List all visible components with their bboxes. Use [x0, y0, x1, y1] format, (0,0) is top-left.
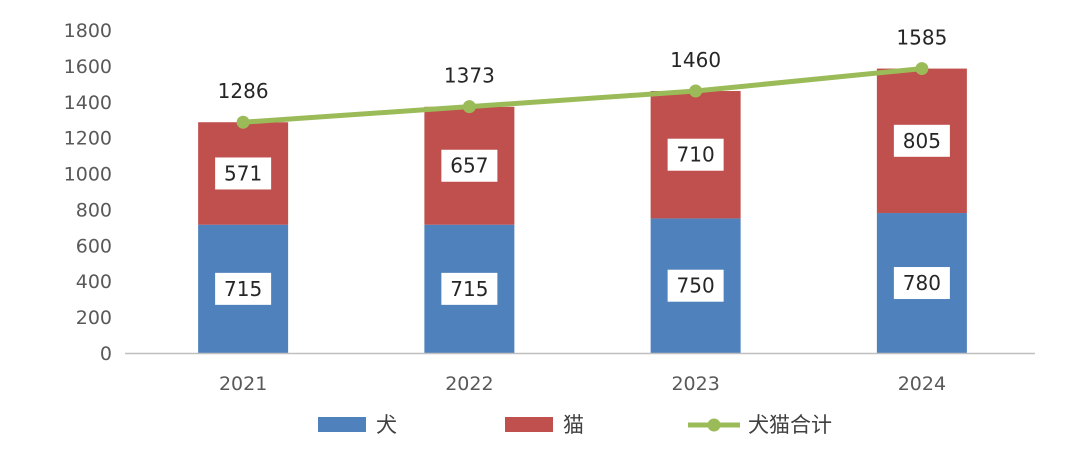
- x-tick-label: 2021: [219, 373, 267, 395]
- legend-label: 犬猫合计: [748, 413, 832, 437]
- data-label: 715: [450, 277, 488, 301]
- y-tick-label: 600: [76, 235, 112, 257]
- data-label-box: [215, 272, 272, 305]
- y-tick-label: 1000: [64, 164, 112, 186]
- legend-swatch: [505, 417, 553, 432]
- data-label-box: [441, 272, 498, 305]
- bars: [198, 68, 967, 353]
- x-tick-label: 2024: [898, 373, 946, 395]
- x-tick-label: 2022: [445, 373, 493, 395]
- data-label-box: [893, 124, 950, 157]
- data-label: 571: [224, 161, 262, 185]
- data-label-box: [441, 149, 498, 182]
- x-tick-label: 2023: [671, 373, 719, 395]
- y-tick-label: 200: [76, 307, 112, 329]
- legend-swatch: [318, 417, 366, 432]
- legend: 犬 猫 犬猫合计: [318, 413, 832, 437]
- data-label: 750: [677, 274, 715, 298]
- total-point: [915, 62, 929, 76]
- data-label: 780: [903, 271, 941, 295]
- legend-label: 犬: [376, 413, 397, 437]
- total-point: [462, 100, 476, 114]
- y-tick-label: 1400: [64, 92, 112, 114]
- data-label: 715: [224, 277, 262, 301]
- data-label: 710: [677, 143, 715, 167]
- legend-marker: [707, 418, 721, 432]
- y-axis-ticks: 0 200 400 600 800 1000 1200 1400 1600 1800: [64, 20, 112, 365]
- y-tick-label: 1200: [64, 128, 112, 150]
- total-label: 1460: [670, 48, 721, 72]
- y-tick-label: 800: [76, 199, 112, 221]
- y-tick-label: 1600: [64, 56, 112, 78]
- data-label-box: [893, 267, 950, 300]
- total-point: [236, 115, 250, 129]
- total-line-series: 1286 1373 1460 1585: [218, 26, 947, 129]
- total-point: [689, 84, 703, 98]
- total-label: 1585: [896, 26, 947, 50]
- legend-label: 猫: [563, 413, 584, 437]
- y-tick-label: 400: [76, 271, 112, 293]
- data-label: 657: [450, 154, 488, 178]
- data-label-box: [667, 138, 724, 171]
- bar-data-labels: 715 571 715 657 750 710 780 805: [215, 124, 950, 305]
- total-line: [240, 66, 925, 125]
- data-label-box: [215, 157, 272, 190]
- y-tick-label: 0: [100, 343, 112, 365]
- x-axis-ticks: 2021 2022 2023 2024: [219, 373, 946, 395]
- data-label: 805: [903, 129, 941, 153]
- total-label: 1286: [218, 79, 269, 103]
- y-tick-label: 1800: [64, 20, 112, 42]
- data-label-box: [667, 269, 724, 302]
- total-label: 1373: [444, 64, 495, 88]
